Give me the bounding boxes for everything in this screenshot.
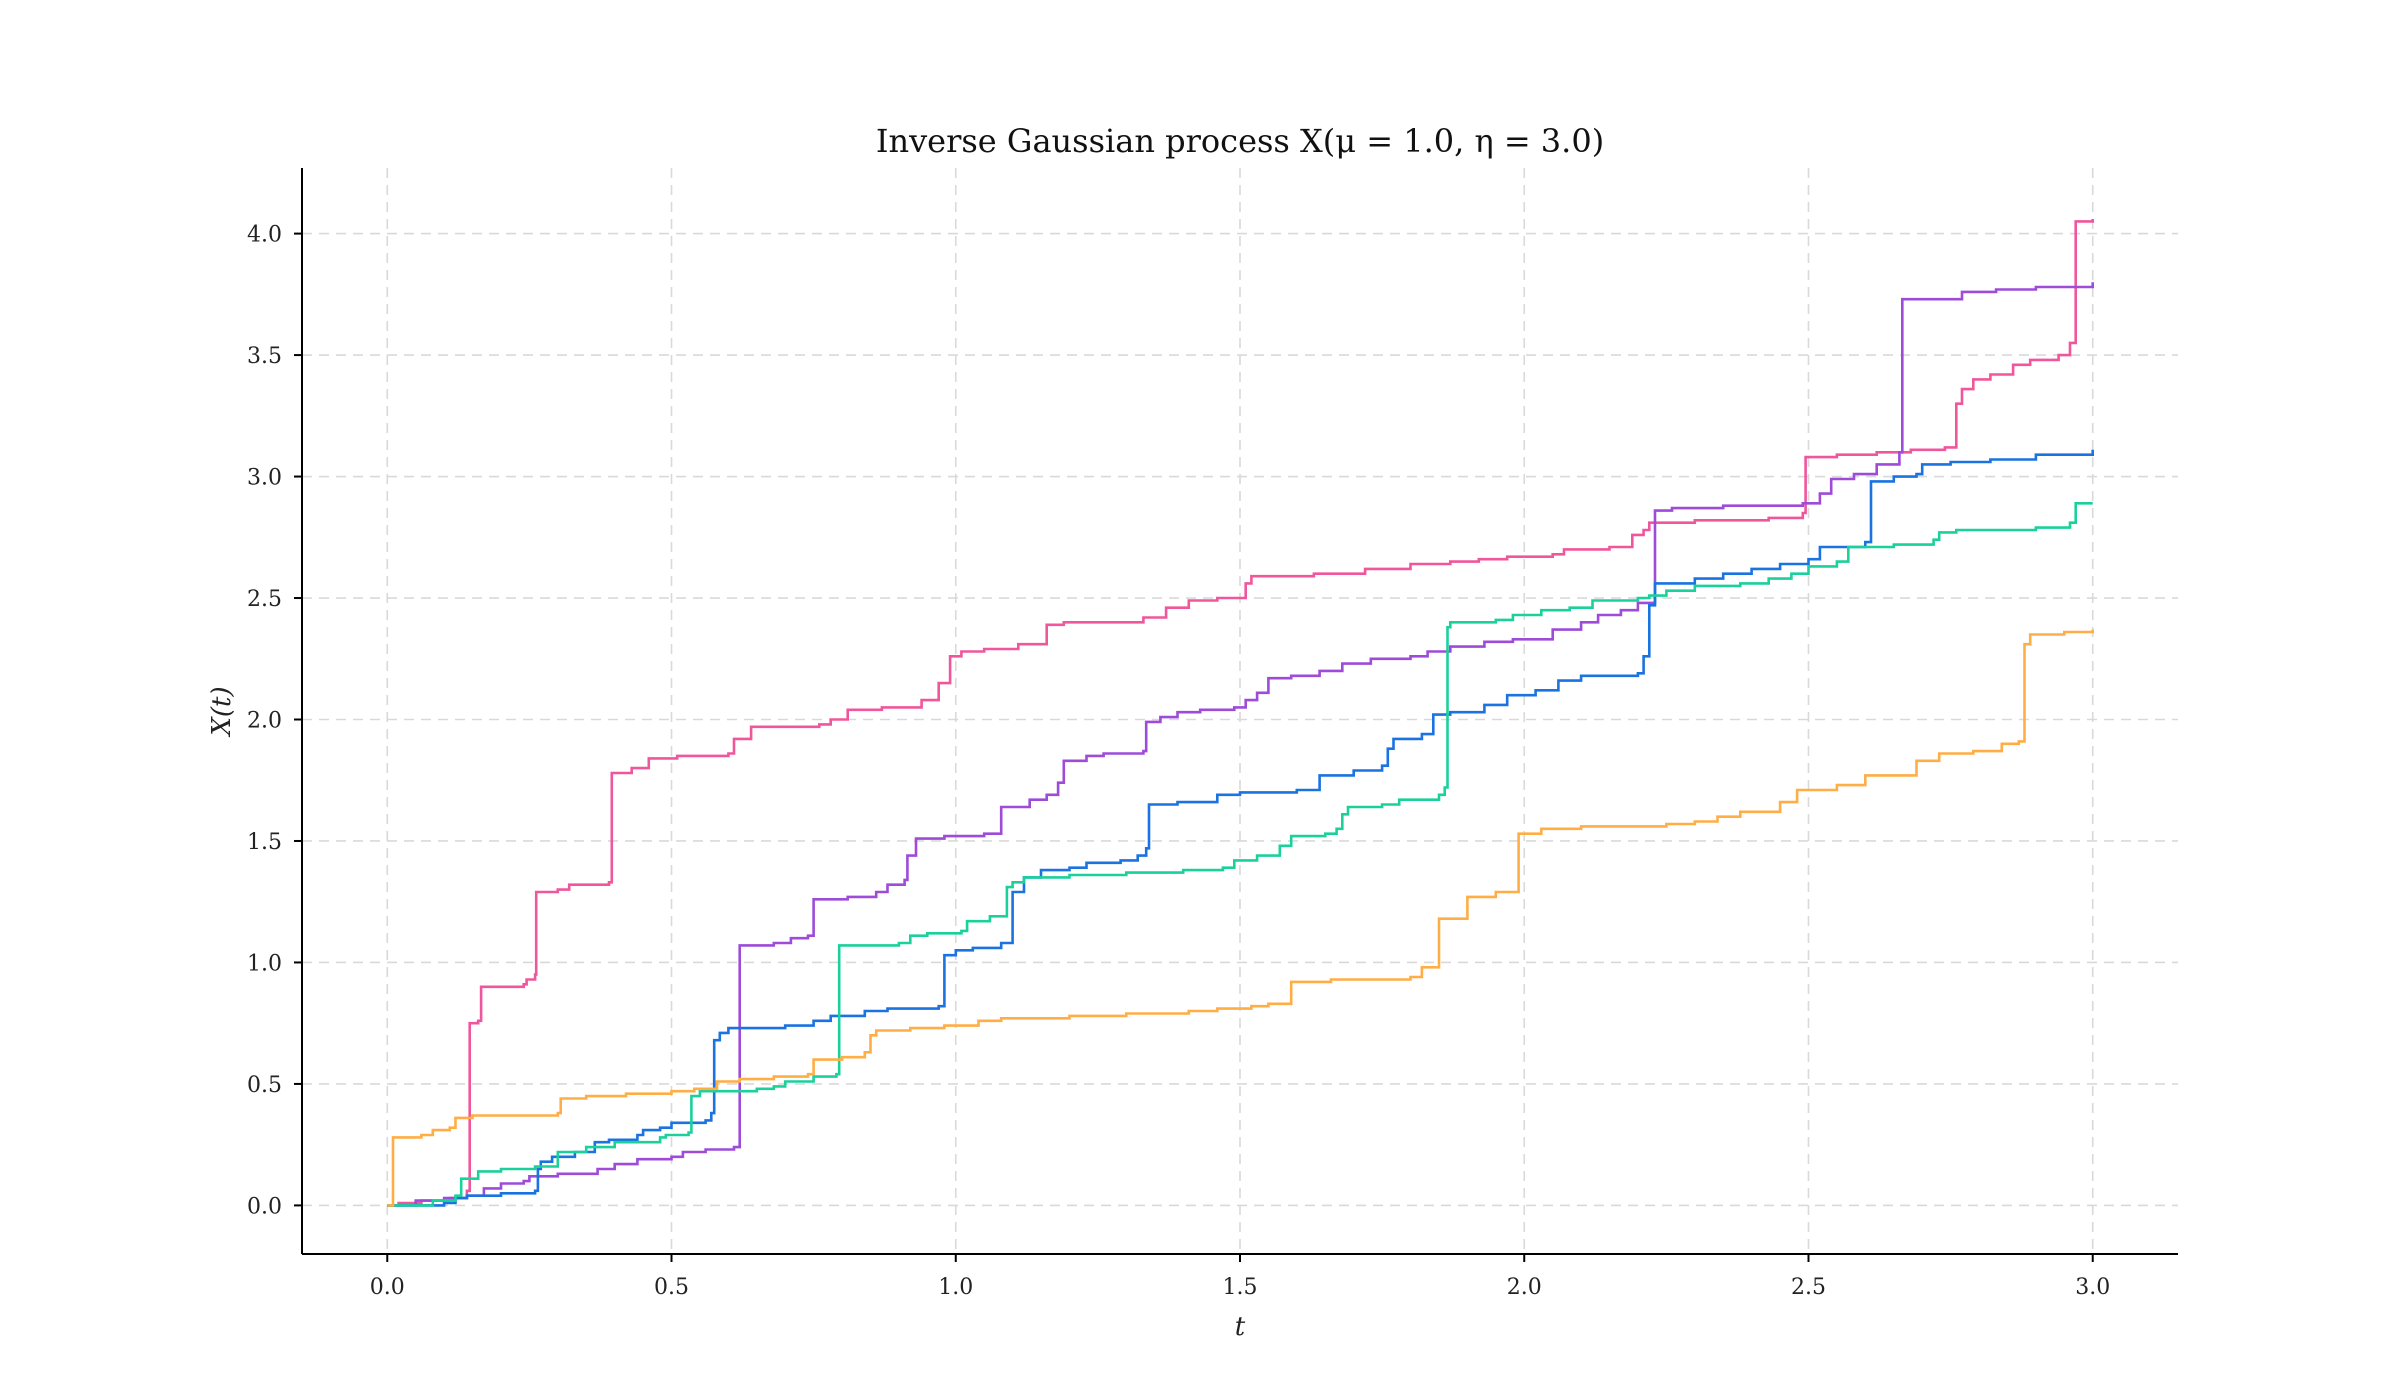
x-tick-label: 2.0 <box>1507 1275 1542 1300</box>
y-tick-label: 2.5 <box>247 587 282 612</box>
chart-title: Inverse Gaussian process X(μ = 1.0, η = … <box>876 122 1604 160</box>
x-tick-label: 2.5 <box>1791 1275 1826 1300</box>
y-tick-label: 3.5 <box>247 344 282 369</box>
y-tick-label: 1.0 <box>247 951 282 976</box>
series-line-3 <box>387 449 2094 1207</box>
series-line-2 <box>387 282 2094 1207</box>
x-axis-label: t <box>1235 1312 1246 1342</box>
y-tick-label: 0.0 <box>247 1194 282 1219</box>
series-line-4 <box>387 502 2093 1207</box>
x-axis-ticks: 0.0 0.5 1.0 1.5 2.0 2.5 3.0 <box>370 1254 2110 1300</box>
y-tick-label: 3.0 <box>247 466 282 491</box>
y-tick-label: 1.5 <box>247 830 282 855</box>
y-axis-label: X(t) <box>207 686 237 737</box>
y-axis-ticks: 0.0 0.5 1.0 1.5 2.0 2.5 3.0 3.5 4.0 <box>247 223 302 1219</box>
series-line-5 <box>387 629 2094 1207</box>
grid-layer <box>302 168 2178 1254</box>
x-tick-label: 0.0 <box>370 1275 405 1300</box>
series-line-1 <box>387 219 2094 1207</box>
series-layer <box>387 219 2094 1207</box>
x-tick-label: 3.0 <box>2075 1275 2110 1300</box>
y-tick-label: 2.0 <box>247 709 282 734</box>
x-tick-label: 1.0 <box>938 1275 973 1300</box>
x-tick-label: 1.5 <box>1223 1275 1258 1300</box>
x-tick-label: 0.5 <box>654 1275 689 1300</box>
y-tick-label: 0.5 <box>247 1073 282 1098</box>
y-tick-label: 4.0 <box>247 223 282 248</box>
